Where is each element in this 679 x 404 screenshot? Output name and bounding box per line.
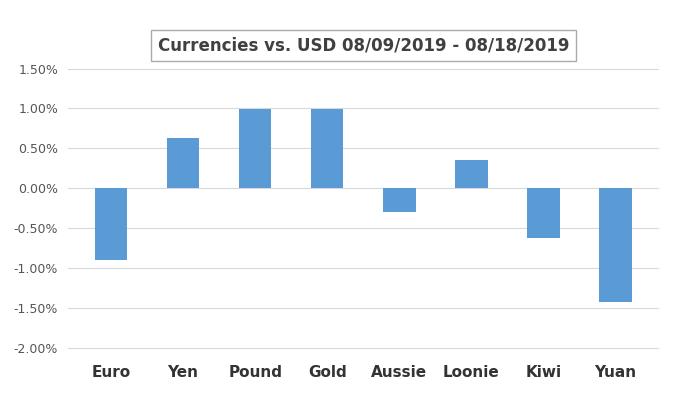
Bar (95, 188, 127, 260)
Bar (239, 109, 272, 188)
Bar (600, 188, 631, 302)
Bar (455, 160, 488, 188)
Bar (167, 138, 199, 188)
Bar (528, 188, 559, 238)
Bar (383, 188, 416, 212)
Text: Currencies vs. USD 08/09/2019 - 08/18/2019: Currencies vs. USD 08/09/2019 - 08/18/20… (158, 37, 569, 55)
Bar (311, 109, 344, 188)
